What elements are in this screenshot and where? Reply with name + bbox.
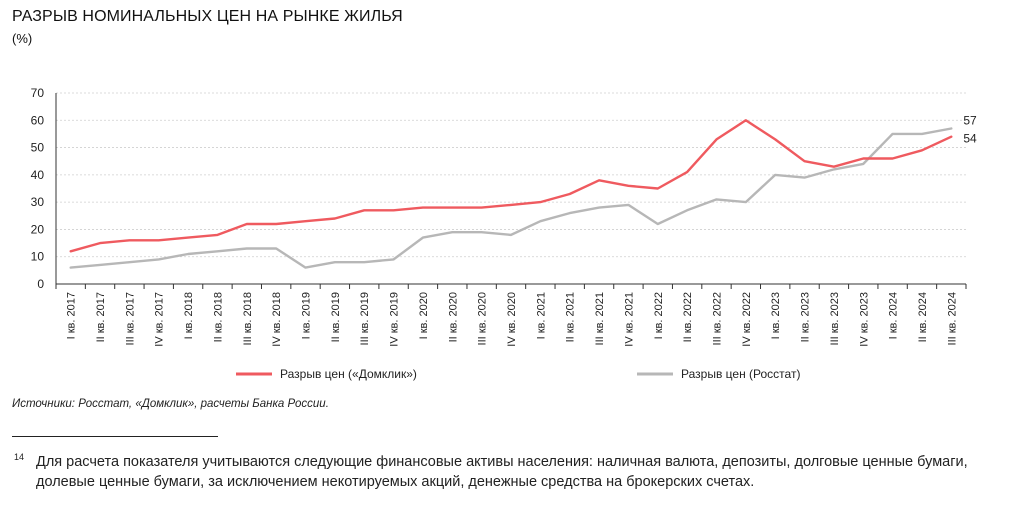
end-label-rosstat: 57 bbox=[963, 113, 977, 127]
x-tick-label: II кв. 2020 bbox=[447, 292, 459, 342]
x-tick-label: IV кв. 2018 bbox=[271, 292, 283, 347]
x-tick-label: III кв. 2017 bbox=[124, 292, 136, 345]
y-tick-label: 10 bbox=[31, 250, 45, 264]
y-tick-label: 20 bbox=[31, 222, 45, 236]
x-tick-label: I кв. 2017 bbox=[66, 292, 78, 339]
x-tick-label: III кв. 2024 bbox=[946, 292, 958, 345]
x-tick-label: I кв. 2023 bbox=[770, 292, 782, 339]
legend-rosstat-label: Разрыв цен (Росстат) bbox=[681, 367, 800, 381]
x-tick-label: I кв. 2018 bbox=[183, 292, 195, 339]
x-tick-label: III кв. 2020 bbox=[477, 292, 489, 345]
y-tick-label: 70 bbox=[31, 86, 45, 100]
end-label-domclick: 54 bbox=[963, 132, 977, 146]
x-tick-label: I кв. 2022 bbox=[653, 292, 665, 339]
footnote-text: Для расчета показателя учитываются следу… bbox=[36, 454, 968, 490]
source-note: Источники: Росстат, «Домклик», расчеты Б… bbox=[12, 398, 329, 410]
x-tick-label: IV кв. 2021 bbox=[623, 292, 635, 347]
x-tick-label: III кв. 2018 bbox=[242, 292, 254, 345]
x-tick-label: II кв. 2017 bbox=[95, 292, 107, 342]
x-tick-label: II кв. 2024 bbox=[917, 292, 929, 342]
y-tick-label: 40 bbox=[31, 168, 45, 182]
x-tick-label: II кв. 2018 bbox=[212, 292, 224, 342]
chart-unit: (%) bbox=[12, 31, 33, 46]
x-tick-label: II кв. 2019 bbox=[330, 292, 342, 342]
x-tick-label: IV кв. 2019 bbox=[389, 292, 401, 347]
footnote-number: 14 bbox=[14, 452, 25, 462]
chart-title: РАЗРЫВ НОМИНАЛЬНЫХ ЦЕН НА РЫНКЕ ЖИЛЬЯ bbox=[12, 8, 403, 25]
x-tick-label: III кв. 2023 bbox=[829, 292, 841, 345]
y-tick-label: 60 bbox=[31, 113, 45, 127]
x-tick-label: I кв. 2024 bbox=[888, 292, 900, 339]
x-tick-label: IV кв. 2023 bbox=[858, 292, 870, 347]
series-line-rosstat bbox=[69, 127, 953, 269]
x-tick-label: III кв. 2022 bbox=[711, 292, 723, 345]
x-tick-label: I кв. 2019 bbox=[301, 292, 313, 339]
x-tick-label: IV кв. 2020 bbox=[506, 292, 518, 347]
x-tick-label: II кв. 2021 bbox=[565, 292, 577, 342]
y-tick-label: 0 bbox=[37, 277, 44, 291]
y-tick-label: 30 bbox=[31, 195, 45, 209]
series-line-domclick bbox=[69, 119, 953, 253]
legend-domclick-label: Разрыв цен («Домклик») bbox=[280, 367, 417, 381]
x-tick-label: II кв. 2023 bbox=[800, 292, 812, 342]
x-tick-label: IV кв. 2017 bbox=[154, 292, 166, 347]
x-tick-label: III кв. 2021 bbox=[594, 292, 606, 345]
x-tick-label: IV кв. 2022 bbox=[741, 292, 753, 347]
x-tick-label: III кв. 2019 bbox=[359, 292, 371, 345]
x-tick-label: I кв. 2020 bbox=[418, 292, 430, 339]
x-tick-label: II кв. 2022 bbox=[682, 292, 694, 342]
footnote-divider bbox=[12, 436, 218, 437]
line-chart: 0 10 20 30 40 50 60 70 I кв. 2017 II кв. 2017 III … bbox=[31, 86, 977, 381]
y-tick-label: 50 bbox=[31, 141, 45, 155]
x-tick-label: I кв. 2021 bbox=[535, 292, 547, 339]
